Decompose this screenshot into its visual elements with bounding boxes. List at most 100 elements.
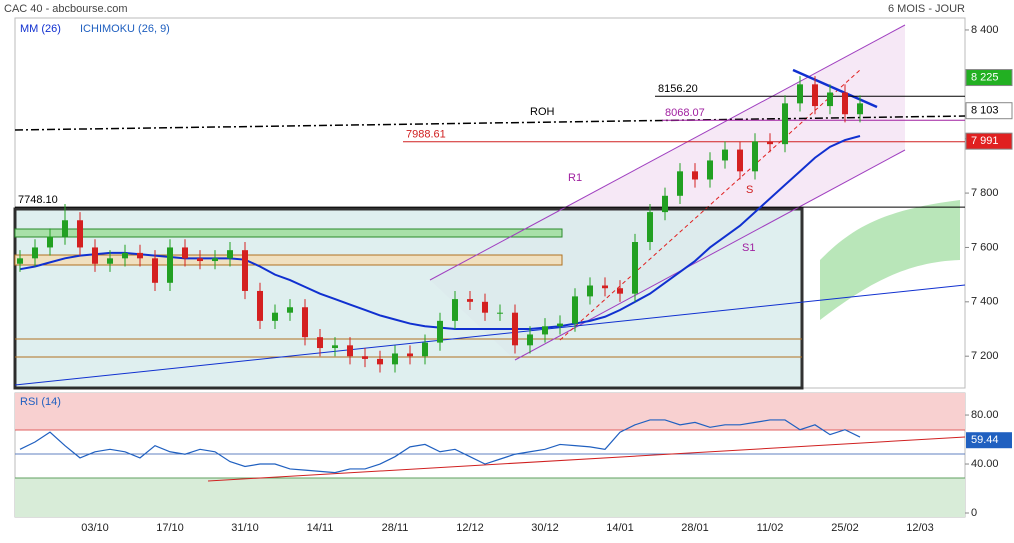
candle-body bbox=[362, 356, 368, 359]
channel-line bbox=[429, 24, 906, 281]
candle-body bbox=[467, 299, 473, 302]
y-tick-label: 7 200 bbox=[971, 350, 999, 362]
candle-body bbox=[782, 103, 788, 145]
candle-body bbox=[527, 334, 533, 346]
candle-body bbox=[722, 149, 728, 161]
candle-body bbox=[107, 258, 113, 264]
candle-body bbox=[272, 312, 278, 321]
candle-body bbox=[422, 342, 428, 357]
x-tick-label: 28/11 bbox=[382, 522, 409, 534]
chart-title: CAC 40 - abcbourse.com bbox=[4, 3, 128, 15]
candle-body bbox=[62, 220, 68, 237]
x-tick-label: 31/10 bbox=[231, 522, 259, 534]
x-tick-label: 28/01 bbox=[681, 522, 709, 534]
oversold-zone bbox=[15, 478, 965, 517]
candle-body bbox=[377, 358, 383, 365]
y-tick-label: 80.00 bbox=[971, 409, 999, 421]
y-tick-label: 40.00 bbox=[971, 458, 999, 470]
x-tick-label: 30/12 bbox=[531, 522, 559, 534]
candle-body bbox=[17, 258, 23, 264]
candle-body bbox=[302, 307, 308, 338]
x-tick-label: 14/11 bbox=[307, 522, 334, 534]
candle-body bbox=[767, 141, 773, 145]
candle-body bbox=[182, 247, 188, 259]
candle-body bbox=[662, 195, 668, 213]
candle-body bbox=[602, 285, 608, 289]
candle-body bbox=[572, 296, 578, 324]
candle-body bbox=[842, 92, 848, 115]
candle-body bbox=[227, 250, 233, 259]
candle-body bbox=[812, 84, 818, 107]
candle-body bbox=[497, 312, 503, 314]
x-tick-label: 03/10 bbox=[81, 522, 109, 534]
candle-body bbox=[332, 345, 338, 349]
candle-body bbox=[257, 290, 263, 321]
legend-mm: MM (26) bbox=[20, 23, 61, 35]
level-label: 8068.07 bbox=[665, 107, 705, 119]
y-tick-label: 7 800 bbox=[971, 187, 999, 199]
candle-body bbox=[32, 247, 38, 259]
price-tag-label: 59.44 bbox=[971, 434, 999, 446]
candle-body bbox=[692, 171, 698, 180]
trend-line bbox=[14, 284, 966, 386]
y-tick-label: 0 bbox=[971, 507, 977, 519]
cloud bbox=[820, 200, 960, 320]
candle-body bbox=[512, 312, 518, 346]
level-label: 7748.10 bbox=[18, 194, 58, 206]
candle-body bbox=[737, 149, 743, 172]
candle-body bbox=[242, 250, 248, 291]
range-box bbox=[13, 207, 804, 390]
zone bbox=[14, 254, 563, 266]
channel-line bbox=[514, 149, 906, 361]
y-tick-label: 8 400 bbox=[971, 24, 999, 36]
y-tick-label: 7 400 bbox=[971, 296, 999, 308]
candle-body bbox=[542, 326, 548, 335]
x-tick-label: 11/02 bbox=[757, 522, 784, 534]
x-tick-label: 12/12 bbox=[456, 522, 484, 534]
x-tick-label: 25/02 bbox=[831, 522, 859, 534]
candle-body bbox=[437, 320, 443, 343]
annotation: ROH bbox=[530, 106, 555, 118]
candle-body bbox=[557, 323, 563, 327]
candle-body bbox=[197, 258, 203, 262]
candle-body bbox=[407, 353, 413, 357]
candle-body bbox=[122, 252, 128, 259]
candle-body bbox=[212, 258, 218, 262]
period: 6 MOIS - JOUR bbox=[888, 3, 965, 15]
candle-body bbox=[752, 141, 758, 172]
price-tag bbox=[966, 432, 1012, 449]
candle-body bbox=[827, 92, 833, 107]
candle-body bbox=[77, 220, 83, 248]
candle-body bbox=[392, 353, 398, 365]
price-tag-label: 8 103 bbox=[971, 105, 999, 117]
rsi-line bbox=[19, 419, 861, 474]
candle-body bbox=[152, 258, 158, 283]
price-tag bbox=[965, 132, 1013, 150]
candle-body bbox=[632, 242, 638, 294]
trend-line bbox=[792, 68, 878, 109]
candle-body bbox=[452, 299, 458, 321]
candle-body bbox=[857, 103, 863, 115]
rsi-title: RSI (14) bbox=[20, 396, 61, 408]
candle-body bbox=[287, 307, 293, 313]
price-tag-label: 7 991 bbox=[971, 135, 999, 147]
candle-body bbox=[647, 212, 653, 243]
candle-body bbox=[482, 301, 488, 313]
candle-body bbox=[587, 285, 593, 297]
candle-body bbox=[167, 247, 173, 283]
legend-ichimoku: ICHIMOKU (26, 9) bbox=[80, 23, 170, 35]
candle-body bbox=[617, 288, 623, 294]
candle-body bbox=[707, 160, 713, 180]
candle-body bbox=[47, 236, 53, 248]
candle-body bbox=[797, 84, 803, 104]
trend-line bbox=[207, 436, 966, 482]
annotation: S bbox=[746, 184, 753, 196]
y-tick-label: 7 600 bbox=[971, 241, 999, 253]
price-tag bbox=[965, 102, 1013, 120]
candle-body bbox=[92, 247, 98, 264]
overbought-zone bbox=[15, 393, 965, 430]
level-label: 7988.61 bbox=[406, 129, 446, 141]
x-tick-label: 17/10 bbox=[156, 522, 184, 534]
x-tick-label: 12/03 bbox=[906, 522, 934, 534]
